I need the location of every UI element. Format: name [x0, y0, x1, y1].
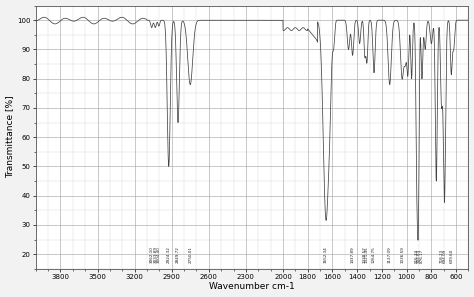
Text: 3033.89: 3033.89 — [153, 246, 157, 263]
Y-axis label: Transmittance [%]: Transmittance [%] — [6, 96, 15, 178]
Text: 3062.10: 3062.10 — [150, 246, 154, 263]
Text: 1137.09: 1137.09 — [388, 246, 392, 263]
Text: 1652.34: 1652.34 — [324, 246, 328, 263]
Text: 1264.75: 1264.75 — [372, 246, 376, 263]
Text: 876.17: 876.17 — [420, 249, 424, 263]
Text: 2924.32: 2924.32 — [167, 246, 171, 263]
Text: 1321.45: 1321.45 — [365, 246, 369, 263]
Text: 639.60: 639.60 — [449, 249, 453, 263]
Text: 694.09: 694.09 — [442, 249, 447, 263]
X-axis label: Wavenumber cm-1: Wavenumber cm-1 — [209, 282, 295, 291]
Text: 904.83: 904.83 — [417, 249, 420, 263]
Text: 916.34: 916.34 — [415, 249, 419, 263]
Text: 1437.89: 1437.89 — [351, 246, 355, 263]
Text: 2750.01: 2750.01 — [188, 246, 192, 263]
Text: 3004.40: 3004.40 — [157, 246, 161, 263]
Text: 1036.59: 1036.59 — [400, 246, 404, 263]
Text: 718.23: 718.23 — [439, 249, 444, 263]
Text: 1338.57: 1338.57 — [363, 246, 367, 263]
Text: 2849.72: 2849.72 — [176, 246, 180, 263]
